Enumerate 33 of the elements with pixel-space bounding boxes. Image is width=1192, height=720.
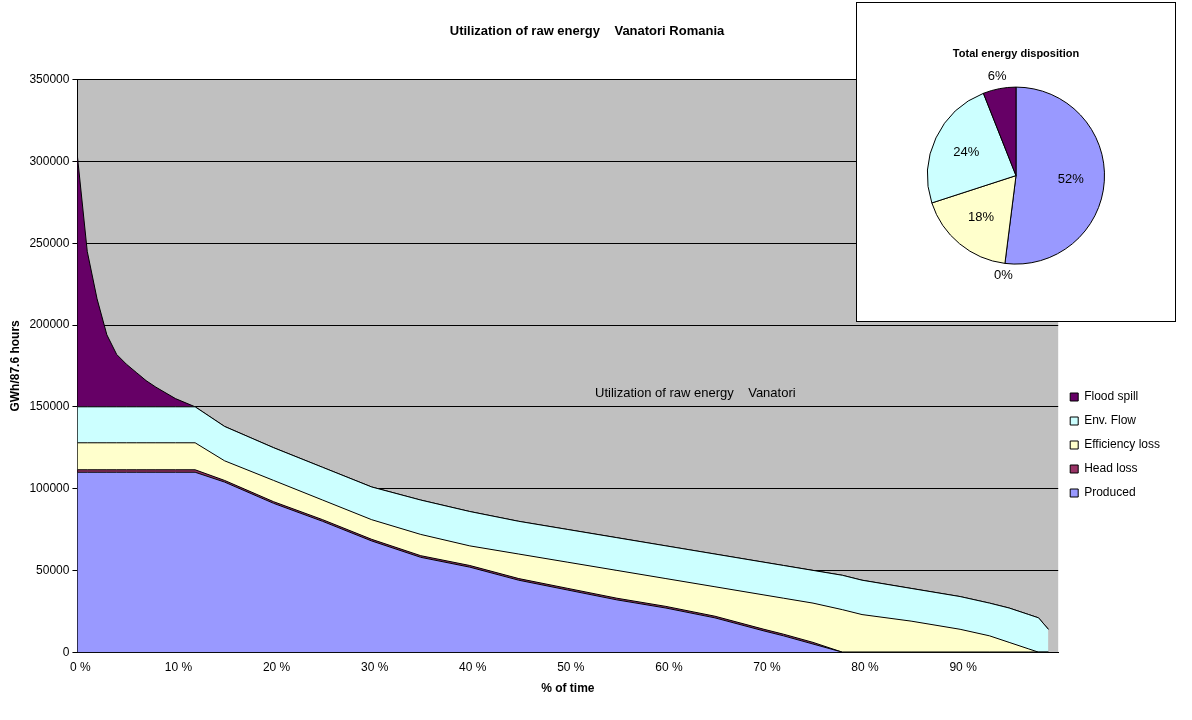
x-tick-label: 30 %: [360, 659, 389, 674]
x-tick-label: 70 %: [753, 659, 781, 674]
chart-title: Utilization of raw energy Vanatori Romania: [449, 23, 726, 39]
legend-label: Flood spill: [1084, 389, 1139, 404]
x-tick-label: 50 %: [557, 659, 585, 674]
x-tick-label: 10 %: [164, 659, 193, 674]
y-tick-label: 50000: [36, 562, 70, 577]
x-tick-label: 80 %: [851, 659, 880, 674]
annotation: Utilization of raw energy Vanatori: [594, 385, 796, 401]
y-tick-label: 100000: [29, 480, 70, 495]
x-tick-label: 60 %: [655, 659, 683, 674]
data-label: 24%: [953, 143, 980, 159]
chart-title: Total energy disposition: [952, 46, 1080, 59]
y-tick-label: 250000: [29, 235, 70, 250]
legend-label: Produced: [1084, 485, 1136, 500]
y-tick-label: 200000: [29, 317, 70, 332]
data-label: 18%: [968, 209, 995, 225]
data-label: 6%: [987, 68, 1007, 84]
x-axis-title: % of time: [541, 681, 595, 696]
legend-label: Head loss: [1084, 461, 1138, 476]
y-tick-label: 0: [62, 644, 70, 659]
y-tick-label: 150000: [29, 399, 70, 414]
y-tick-label: 350000: [29, 71, 70, 86]
legend-label: Efficiency loss: [1084, 437, 1160, 452]
x-tick-label: 20 %: [262, 659, 291, 674]
text: 0%: [994, 266, 1013, 282]
x-tick-label: 0 %: [70, 659, 92, 674]
data-label: 52%: [1057, 170, 1085, 186]
y-axis-title: GWh/87.6 hours: [7, 319, 22, 412]
legend-label: Env. Flow: [1084, 413, 1137, 428]
y-tick-label: 300000: [29, 153, 70, 168]
x-tick-label: 40 %: [459, 659, 487, 674]
x-tick-label: 90 %: [949, 659, 978, 674]
